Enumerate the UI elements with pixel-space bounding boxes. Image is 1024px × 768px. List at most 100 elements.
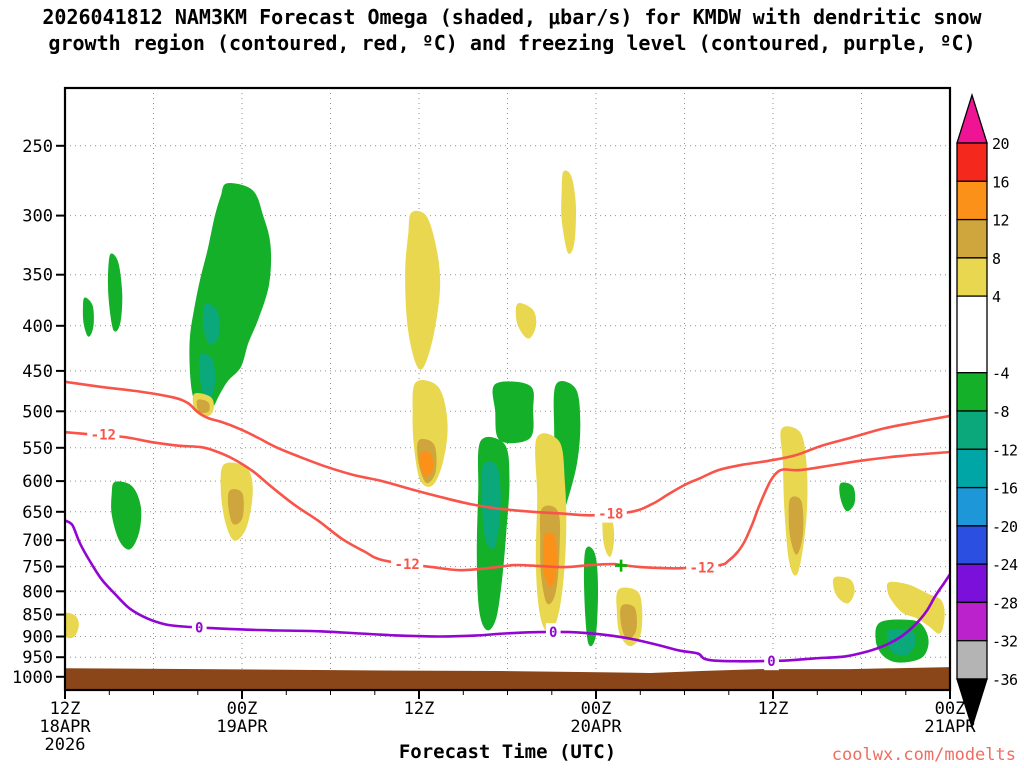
y-tick-label: 300 xyxy=(22,207,53,227)
omega-shaded-regions xyxy=(65,170,945,663)
omega-region--8to-4 xyxy=(584,546,599,647)
contour-label: 0 xyxy=(195,620,203,636)
contour-label-bg xyxy=(686,558,719,577)
y-tick-label: 550 xyxy=(22,439,53,459)
contour-dendritic-growth-minus18C xyxy=(65,380,950,517)
x-tick-label: 12Z xyxy=(50,699,81,719)
x-axis-title: Forecast Time (UTC) xyxy=(398,741,617,763)
colorbar-label: 4 xyxy=(992,288,1001,306)
y-tick-label: 450 xyxy=(22,362,53,382)
colorbar-label: -28 xyxy=(992,594,1018,612)
colorbar-segment xyxy=(956,180,988,221)
contour-label: 0 xyxy=(549,625,557,641)
contour-label-bg xyxy=(764,652,779,671)
omega-region-8to12 xyxy=(227,489,244,525)
colorbar-segment xyxy=(956,218,988,259)
colorbar: 20 16 12 8 4 -4 -8 -12 -16 -20 -24 -28 -32 -36 xyxy=(956,92,1019,730)
contour-freezing-level-0C xyxy=(65,519,950,663)
x-tick-label: 20APR xyxy=(570,717,622,737)
y-tick-label: 500 xyxy=(22,402,53,422)
colorbar-label: 12 xyxy=(992,212,1009,230)
terrain-surface xyxy=(65,667,950,690)
y-tick-label: 1000 xyxy=(12,668,53,688)
chart-title-line1: 2026041812 NAM3KM Forecast Omega (shaded… xyxy=(42,5,982,29)
colorbar-segment xyxy=(956,486,988,527)
omega-region-4to8 xyxy=(886,581,945,634)
colorbar-segment xyxy=(956,563,988,604)
omega-region-4to8 xyxy=(515,303,537,339)
colorbar-label: 16 xyxy=(992,173,1010,191)
omega-region--12to-8 xyxy=(481,461,501,549)
omega-region-8to12 xyxy=(196,399,210,413)
colorbar-segment xyxy=(956,257,988,297)
omega-region--8to-4 xyxy=(492,381,534,444)
colorbar-label: 8 xyxy=(992,250,1001,268)
omega-region-12to16 xyxy=(542,532,557,588)
colorbar-segment xyxy=(956,640,988,680)
contour-label-bg xyxy=(87,425,120,444)
omega-region-8to12 xyxy=(620,604,637,640)
contour-label: -18 xyxy=(598,507,623,523)
y-tick-label: 600 xyxy=(22,472,53,492)
x-tick-label: 19APR xyxy=(216,717,268,737)
colorbar-arrow-top xyxy=(956,92,988,144)
chart-title-line2: growth region (contoured, red, ºC) and f… xyxy=(48,31,976,55)
colorbar-segment xyxy=(956,410,988,450)
omega-region-12to16 xyxy=(419,450,434,477)
y-tick-label: 750 xyxy=(22,558,53,578)
contour-label: 0 xyxy=(767,654,775,670)
colorbar-label: -32 xyxy=(992,633,1018,651)
colorbar-label: -4 xyxy=(992,365,1010,383)
contour-label: -12 xyxy=(690,561,715,577)
y-tick-label: 900 xyxy=(22,628,53,648)
y-tick-label: 400 xyxy=(22,317,53,337)
x-tick-label: 00Z xyxy=(935,699,966,719)
contour-label-bg xyxy=(391,555,424,574)
contour-label-bg xyxy=(191,618,207,637)
x-tick-label: 2026 xyxy=(45,735,86,755)
y-tick-label: 950 xyxy=(22,648,53,668)
y-tick-label: 850 xyxy=(22,606,53,626)
contour-dendritic-growth-minus12C xyxy=(65,430,950,572)
colorbar-segment xyxy=(956,372,988,412)
omega-region-4to8 xyxy=(561,170,577,254)
y-tick-label: 250 xyxy=(22,137,53,157)
y-tick-label: 700 xyxy=(22,531,53,551)
colorbar-segment xyxy=(956,295,988,374)
omega-region--8to-4 xyxy=(111,481,142,550)
y-tick-label: 800 xyxy=(22,582,53,602)
x-tick-label: 00Z xyxy=(581,699,612,719)
omega-region--12to-8 xyxy=(199,353,216,402)
omega-region--8to-4 xyxy=(107,253,123,332)
colorbar-label: -36 xyxy=(992,671,1018,689)
contour-label-bg xyxy=(545,623,561,642)
y-tick-label: 350 xyxy=(22,266,53,286)
colorbar-segment xyxy=(956,448,988,489)
contour-label: -12 xyxy=(91,427,116,443)
y-tick-label: 650 xyxy=(22,503,53,523)
omega-region-4to8 xyxy=(832,576,855,604)
terrain-group xyxy=(65,667,950,690)
colorbar-segment xyxy=(956,601,988,642)
y-axis: 2503003504004505005506006507007508008509… xyxy=(12,137,65,688)
omega-region-8to12 xyxy=(788,496,804,555)
colorbar-arrow-bottom xyxy=(956,678,988,730)
omega-region--8to-4 xyxy=(839,482,856,512)
omega-region--8to-4 xyxy=(82,297,94,337)
x-tick-label: 21APR xyxy=(924,717,976,737)
omega-region--12to-8 xyxy=(886,629,916,656)
x-tick-label: 00Z xyxy=(227,699,258,719)
dgz-plus-marker xyxy=(615,559,628,572)
omega-region-4to8 xyxy=(65,612,79,639)
omega-region--12to-8 xyxy=(202,303,220,345)
colorbar-label: -12 xyxy=(992,441,1018,459)
contour-label-bg xyxy=(594,504,627,523)
omega-region-4to8 xyxy=(405,210,441,370)
watermark-text: coolwx.com/modelts xyxy=(831,745,1016,765)
colorbar-label: -20 xyxy=(992,518,1018,536)
colorbar-segment xyxy=(956,525,988,565)
contour-lines xyxy=(65,380,950,663)
